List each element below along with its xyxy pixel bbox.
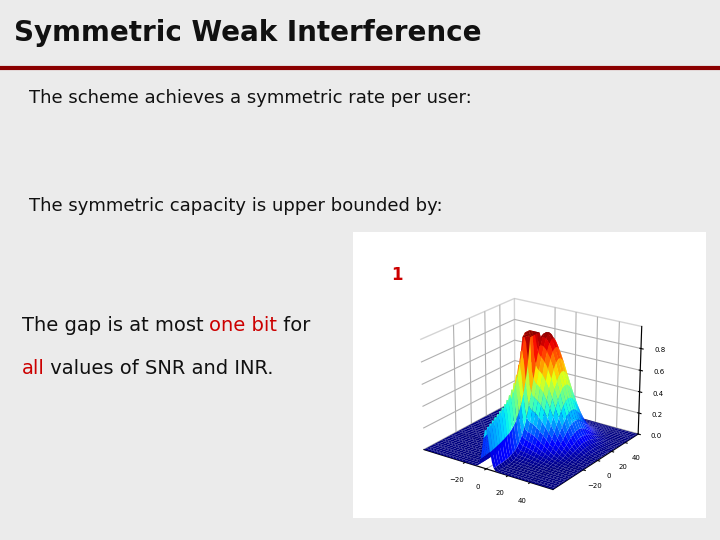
Text: for: for [277,316,311,335]
Text: one bit: one bit [210,316,277,335]
Text: all: all [22,359,45,378]
Text: Symmetric Weak Interference: Symmetric Weak Interference [14,19,482,47]
Text: The gap is at most: The gap is at most [22,316,210,335]
Text: The scheme achieves a symmetric rate per user:: The scheme achieves a symmetric rate per… [29,89,472,107]
Text: values of SNR and INR.: values of SNR and INR. [45,359,274,378]
Text: The symmetric capacity is upper bounded by:: The symmetric capacity is upper bounded … [29,197,442,215]
Text: 1: 1 [391,266,402,284]
